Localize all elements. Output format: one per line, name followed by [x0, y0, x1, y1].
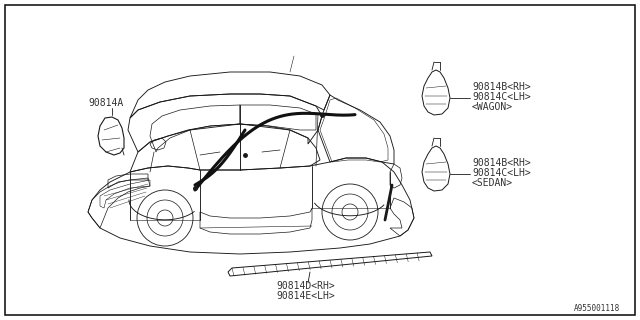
Text: 90814B<RH>: 90814B<RH>	[472, 158, 531, 168]
Text: <SEDAN>: <SEDAN>	[472, 178, 513, 188]
Text: <WAGON>: <WAGON>	[472, 102, 513, 112]
Text: 90814C<LH>: 90814C<LH>	[472, 92, 531, 102]
Text: 90814B<RH>: 90814B<RH>	[472, 82, 531, 92]
Text: 90814E<LH>: 90814E<LH>	[276, 291, 335, 301]
Text: 90814D<RH>: 90814D<RH>	[276, 281, 335, 291]
Text: 90814C<LH>: 90814C<LH>	[472, 168, 531, 178]
Text: 90814A: 90814A	[88, 98, 124, 108]
Text: A955001118: A955001118	[573, 304, 620, 313]
